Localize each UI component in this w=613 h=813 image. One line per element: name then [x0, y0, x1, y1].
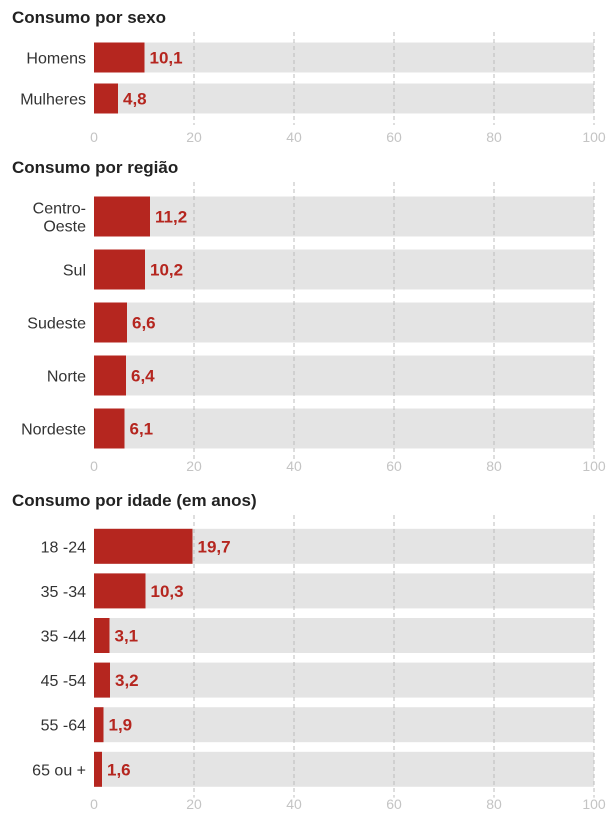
x-tick-label: 60	[386, 796, 402, 812]
value-label: 6,4	[131, 367, 155, 386]
bar	[94, 408, 125, 449]
value-label: 1,9	[109, 716, 133, 735]
category-label: Mulheres	[20, 92, 86, 109]
x-tick-label: 60	[386, 458, 402, 474]
bar-track	[94, 249, 594, 290]
bar	[94, 83, 118, 114]
bar-track	[94, 355, 594, 396]
bar-track	[94, 196, 594, 237]
chart-title-sexo: Consumo por sexo	[12, 8, 166, 27]
bar-track	[94, 573, 594, 609]
chart-title-idade: Consumo por idade (em anos)	[12, 491, 257, 510]
category-label: Centro-Oeste	[33, 201, 86, 236]
x-tick-label: 60	[386, 129, 402, 145]
category-label: Sudeste	[27, 316, 86, 333]
bar	[94, 249, 145, 290]
bar-track	[94, 707, 594, 743]
value-label: 10,3	[151, 582, 184, 601]
bar	[94, 196, 150, 237]
bar	[94, 662, 110, 698]
x-tick-label: 100	[582, 458, 606, 474]
value-label: 10,2	[150, 261, 183, 280]
x-tick-label: 100	[582, 129, 606, 145]
category-label: Nordeste	[21, 422, 86, 439]
value-label: 3,2	[115, 671, 139, 690]
x-tick-label: 0	[90, 796, 98, 812]
category-label: 18 -24	[41, 539, 86, 556]
value-label: 19,7	[198, 537, 231, 556]
bar-track	[94, 618, 594, 653]
x-tick-label: 20	[186, 458, 202, 474]
value-label: 10,1	[150, 49, 183, 68]
bar	[94, 573, 146, 609]
x-tick-label: 80	[486, 458, 502, 474]
bar	[94, 302, 127, 343]
value-label: 3,1	[115, 627, 139, 646]
bar-track	[94, 302, 594, 343]
category-label: 35 -34	[41, 584, 86, 601]
value-label: 1,6	[107, 760, 131, 779]
chart-title-regiao: Consumo por região	[12, 158, 179, 177]
bar-track	[94, 662, 594, 698]
category-label: 35 -44	[41, 629, 86, 646]
bar	[94, 751, 102, 787]
chart-regiao: 0 20 40 60 80 100 Centro-Oeste 11,2 Sul 10,2 Sudes…	[21, 182, 606, 474]
x-tick-label: 40	[286, 129, 302, 145]
bar-track	[94, 42, 594, 73]
value-label: 11,2	[155, 208, 187, 227]
chart-idade: 0 20 40 60 80 100 18 -24 19,7 35 -34 10,3 35 -44 3,…	[32, 515, 606, 812]
bar	[94, 618, 110, 653]
category-label: Sul	[63, 263, 86, 280]
value-label: 6,1	[130, 420, 154, 439]
x-tick-label: 0	[90, 458, 98, 474]
value-label: 4,8	[123, 90, 147, 109]
bar	[94, 528, 193, 564]
x-tick-label: 80	[486, 129, 502, 145]
bar-track	[94, 83, 594, 114]
value-label: 6,6	[132, 314, 156, 333]
x-tick-label: 0	[90, 129, 98, 145]
x-tick-label: 20	[186, 129, 202, 145]
x-tick-label: 100	[582, 796, 606, 812]
bar-track	[94, 751, 594, 787]
category-label: Homens	[26, 51, 86, 68]
x-tick-label: 20	[186, 796, 202, 812]
category-label: 55 -64	[41, 718, 86, 735]
x-tick-label: 40	[286, 796, 302, 812]
bar-track	[94, 408, 594, 449]
bar	[94, 42, 145, 73]
chart-sexo: 0 20 40 60 80 100 Homens 10,1 Mulheres 4,8	[20, 32, 606, 145]
x-tick-label: 40	[286, 458, 302, 474]
category-label: Norte	[47, 369, 86, 386]
bar	[94, 355, 126, 396]
category-label: 45 -54	[41, 673, 86, 690]
bar	[94, 707, 104, 743]
category-label: 65 ou +	[32, 762, 86, 779]
x-tick-label: 80	[486, 796, 502, 812]
